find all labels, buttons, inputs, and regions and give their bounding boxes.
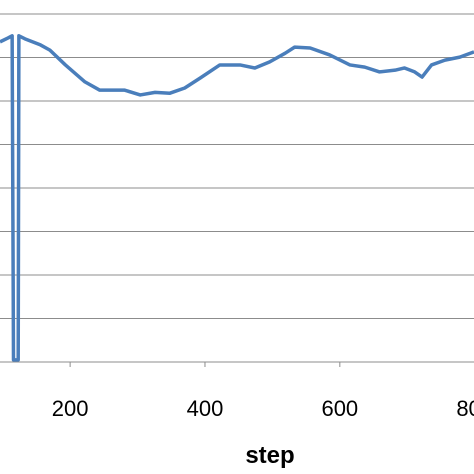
x-tick-label: 800 [456, 396, 474, 421]
x-tick-label: 400 [187, 396, 224, 421]
x-axis-title: step [245, 442, 294, 469]
x-tick-label: 600 [321, 396, 358, 421]
data-line [0, 34, 474, 362]
x-tick-label: 200 [52, 396, 89, 421]
